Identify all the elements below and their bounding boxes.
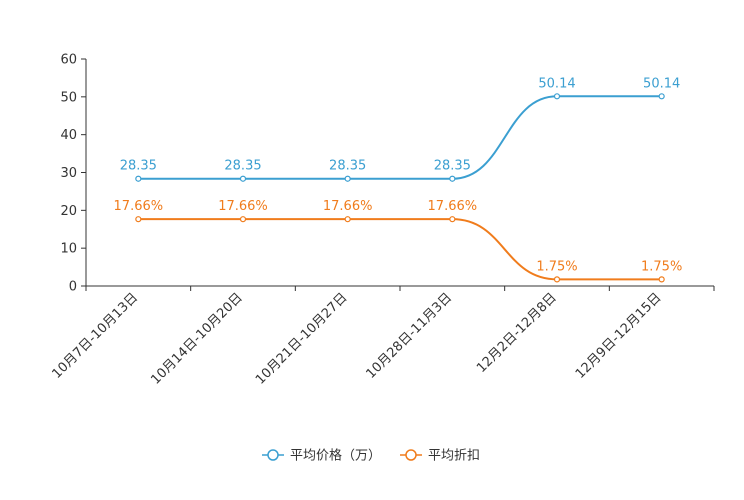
- data-label: 17.66%: [428, 199, 478, 214]
- legend-marker-icon: [405, 449, 417, 461]
- series-1: 17.66% 17.66% 17.66% 17.66% 1.75% 1.75%: [114, 199, 682, 283]
- x-category-label: 12月9日-12月15日: [573, 290, 665, 382]
- legend-marker-icon: [267, 449, 279, 461]
- y-tick-label: 10: [60, 242, 77, 257]
- data-point: [135, 216, 142, 223]
- x-category-label: 10月21日-10月27日: [253, 290, 350, 387]
- data-point: [239, 216, 247, 223]
- data-label: 17.66%: [323, 199, 373, 214]
- data-label: 17.66%: [114, 199, 164, 214]
- data-label: 1.75%: [641, 259, 682, 274]
- y-tick-label: 0: [69, 280, 77, 295]
- data-label: 50.14: [643, 76, 680, 91]
- data-point: [553, 276, 561, 283]
- legend[interactable]: 平均价格（万） 平均折扣: [262, 448, 480, 464]
- data-point: [449, 175, 456, 182]
- series-line: [138, 218, 662, 281]
- legend-label: 平均折扣: [428, 449, 480, 464]
- legend-item-0[interactable]: 平均价格（万）: [262, 448, 381, 464]
- data-label: 1.75%: [536, 259, 577, 274]
- data-label: 50.14: [538, 76, 575, 91]
- series-line: [138, 95, 662, 180]
- data-label: 28.35: [224, 159, 261, 174]
- data-point: [344, 175, 351, 182]
- data-point: [135, 175, 142, 182]
- y-tick-label: 50: [60, 90, 77, 105]
- x-category-label: 10月14日-10月20日: [148, 290, 245, 387]
- data-point: [658, 93, 665, 100]
- y-tick-label: 20: [60, 204, 77, 219]
- y-tick-label: 40: [60, 128, 77, 143]
- data-point: [553, 93, 561, 100]
- x-category-label: 10月28日-11月3日: [364, 290, 456, 382]
- series-0: 28.35 28.35 28.35 28.35 50.14 50.14: [120, 76, 680, 182]
- data-point: [344, 216, 351, 223]
- data-label: 28.35: [120, 159, 157, 174]
- x-category-label: 12月2日-12月8日: [474, 290, 560, 376]
- data-label: 28.35: [434, 159, 471, 174]
- y-tick-label: 60: [60, 53, 77, 68]
- legend-item-1[interactable]: 平均折扣: [400, 449, 480, 464]
- data-point: [239, 175, 247, 182]
- data-point: [658, 276, 665, 283]
- data-label: 17.66%: [218, 199, 268, 214]
- data-label: 28.35: [329, 159, 366, 174]
- x-category-label: 10月7日-10月13日: [50, 290, 142, 382]
- data-point: [449, 216, 456, 223]
- legend-label: 平均价格（万）: [290, 448, 381, 464]
- y-tick-label: 30: [60, 166, 77, 181]
